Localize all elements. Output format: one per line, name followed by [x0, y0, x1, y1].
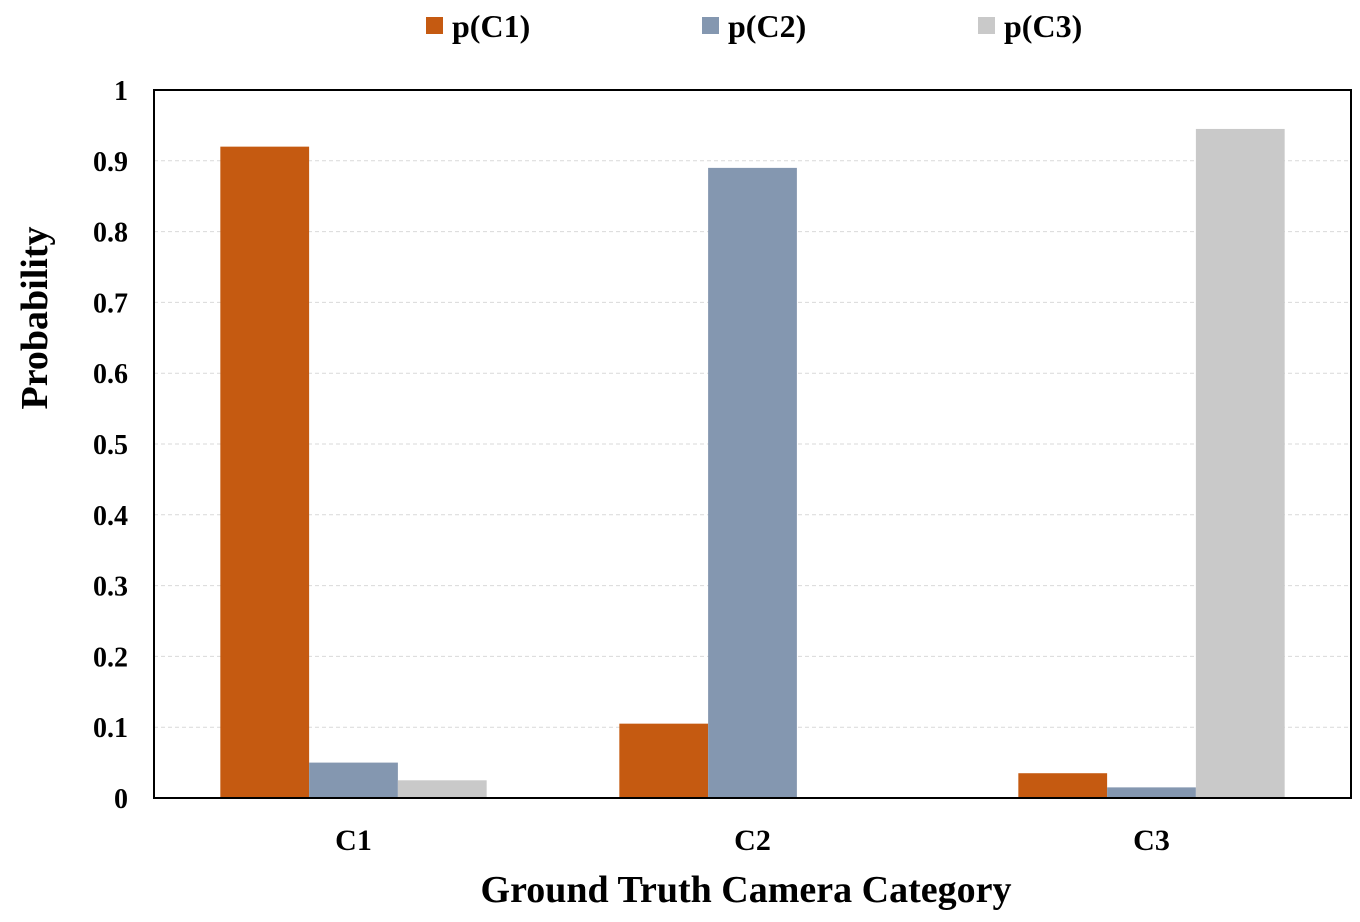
plot-area-frame — [153, 89, 1352, 799]
legend-swatch — [978, 17, 995, 34]
y-tick-label: 0.6 — [93, 359, 128, 390]
y-tick-label: 0.4 — [93, 501, 128, 532]
legend-swatch — [702, 17, 719, 34]
x-axis-ticks: C1 C2 C3 — [335, 824, 1170, 857]
y-tick-label: 0.5 — [93, 430, 128, 461]
y-axis-title: Probability — [14, 227, 56, 410]
y-axis-ticks: 0 0.1 0.2 0.3 0.4 0.5 0.6 0.7 0.8 0.9 1 — [93, 76, 128, 815]
x-tick-label: C2 — [734, 824, 771, 857]
bar-c1-series-1 — [220, 146, 310, 798]
bar-c2-series-1 — [619, 723, 709, 798]
y-tick-label: 0.3 — [93, 572, 128, 603]
y-tick-label: 0.7 — [93, 288, 128, 319]
legend: p(C1) p(C2) p(C3) — [426, 8, 1082, 44]
x-tick-label: C3 — [1133, 824, 1170, 857]
bar-c3-series-1 — [1018, 773, 1108, 798]
x-axis-title: Ground Truth Camera Category — [481, 869, 1012, 911]
bar-c3-series-2 — [1107, 787, 1196, 798]
y-tick-label: 0 — [114, 784, 128, 815]
legend-label: p(C3) — [1004, 8, 1082, 44]
y-tick-label: 0.9 — [93, 147, 128, 178]
legend-label: p(C2) — [728, 8, 806, 44]
bar-c1-series-3 — [397, 780, 487, 798]
y-tick-label: 0.2 — [93, 642, 128, 673]
bar-c3-series-3 — [1195, 128, 1285, 798]
y-tick-label: 0.1 — [93, 713, 128, 744]
bar-c1-series-2 — [309, 762, 398, 798]
legend-swatch — [426, 17, 443, 34]
x-tick-label: C1 — [335, 824, 372, 857]
y-tick-label: 0.8 — [93, 218, 128, 249]
bar-c2-series-2 — [708, 167, 797, 798]
bars — [220, 128, 1285, 798]
y-tick-label: 1 — [114, 76, 128, 107]
legend-label: p(C1) — [452, 8, 530, 44]
